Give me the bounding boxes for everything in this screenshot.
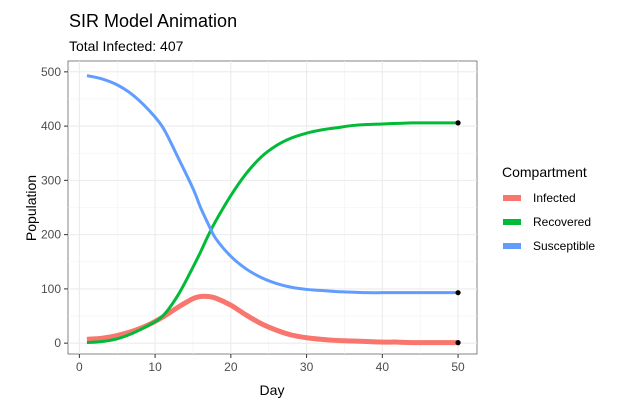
x-tick-label: 10 [148,360,162,374]
y-tick-label: 500 [41,65,61,79]
chart-subtitle: Total Infected: 407 [69,38,184,54]
y-axis: 0 100 200 300 400 500 [41,65,68,350]
legend-key-recovered [503,219,521,225]
x-axis-title: Day [260,382,285,398]
series-line-susceptible [86,74,459,295]
x-tick-label: 50 [451,360,465,374]
x-tick-label: 40 [376,360,390,374]
x-axis: 0 10 20 30 40 50 [76,354,465,374]
legend-key-susceptible [503,243,521,249]
end-markers [455,120,461,346]
legend-label-recovered: Recovered [533,215,591,229]
y-axis-title: Population [23,175,39,241]
series-line-recovered [86,121,459,345]
legend-key-infected [503,195,521,201]
x-tick-label: 20 [224,360,238,374]
series-lines [86,74,459,346]
end-point-marker [455,120,461,126]
end-point-marker [455,290,461,296]
legend-label-infected: Infected [533,191,576,205]
y-tick-label: 400 [41,119,61,133]
chart-title: SIR Model Animation [69,11,237,31]
legend-title: Compartment [502,164,587,180]
y-tick-label: 100 [41,282,61,296]
legend-label-susceptible: Susceptible [533,239,595,253]
y-tick-label: 200 [41,228,61,242]
x-tick-label: 30 [300,360,314,374]
x-tick-label: 0 [76,360,83,374]
end-point-marker [455,340,461,346]
legend: Compartment Infected Recovered Susceptible [502,164,595,253]
y-tick-label: 0 [54,336,61,350]
y-tick-label: 300 [41,173,61,187]
